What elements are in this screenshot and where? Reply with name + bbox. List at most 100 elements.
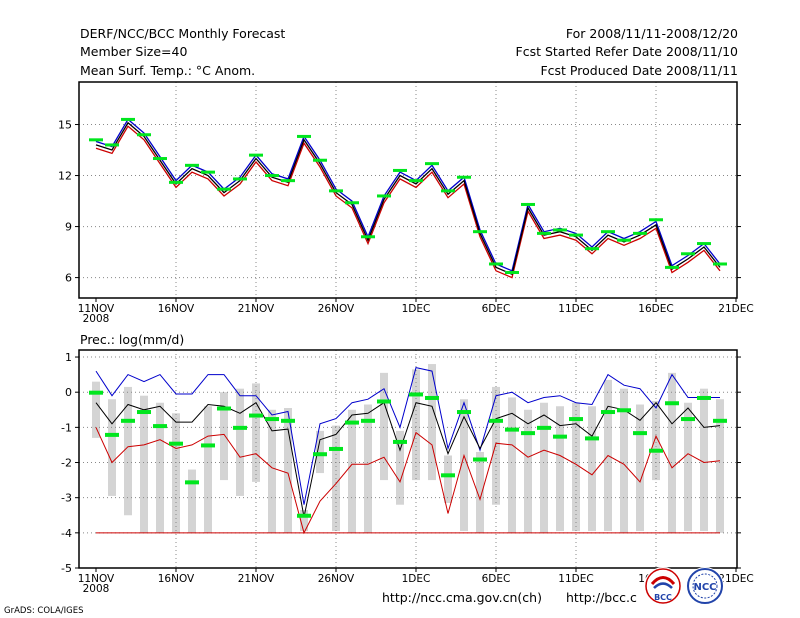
spread-bar [284,408,292,533]
ensemble-marker [505,270,519,274]
ensemble-marker [201,443,215,448]
ensemble-marker [345,420,359,425]
ensemble-marker [329,446,343,451]
spread-bar [524,409,532,533]
y-tick-label: 0 [65,386,72,399]
spread-bar [588,406,596,532]
ensemble-marker [649,218,663,222]
spread-bar [412,369,420,481]
ensemble-marker [89,390,103,395]
x-tick-label: 11DEC [558,573,593,585]
ensemble-marker [681,252,695,256]
ensemble-marker [569,417,583,422]
x-tick-label: 26NOV [318,573,355,585]
ensemble-marker [489,262,503,266]
member-size: Member Size=40 [80,44,188,59]
spread-bar [188,469,196,533]
ensemble-marker [345,201,359,205]
y-tick-label: 1 [65,351,72,364]
y-tick-label: -3 [61,492,72,505]
spread-bar [476,451,484,533]
spread-bar [428,364,436,481]
ensemble-marker [249,153,263,157]
x-tick-label: 6DEC [482,303,511,315]
ensemble-marker [217,406,231,411]
series-mean [95,401,721,518]
ensemble-marker [233,425,247,430]
temp-variable-label: Mean Surf. Temp.: °C Anom. [80,63,256,78]
ensemble-marker [665,401,679,406]
ensemble-marker [281,179,295,183]
spread-bar [380,372,388,481]
x-year-label: 2008 [83,313,110,325]
spread-bar [508,397,516,533]
ensemble-marker [121,418,135,423]
spread-bar [364,404,372,533]
ensemble-marker [489,418,503,423]
spread-bar [108,399,116,496]
temperature-panel: 6 9 12 15 11NOV 16NOV 21NOV 26NOV 1DEC 6DEC 11DEC 1… [58,81,754,325]
ensemble-marker [713,262,727,266]
ensemble-marker [361,235,375,239]
series-lower [95,427,721,535]
series-lower [95,125,721,279]
ensemble-marker [425,162,439,166]
x-tick-label: 11NOV [78,303,115,315]
ensemble-marker [297,134,311,138]
ensemble-marker [521,202,535,206]
grads-credit: GrADS: COLA/IGES [4,606,84,616]
ensemble-marker [441,189,455,193]
ensemble-marker [681,417,695,422]
spread-bar [700,388,708,532]
y-tick-label: 12 [58,170,72,183]
spread-bar [220,392,228,481]
ensemble-marker [505,427,519,432]
spread-bar [540,402,548,533]
spread-bar [444,455,452,503]
ensemble-marker [249,413,263,418]
ensemble-marker [233,177,247,181]
spread-bar [124,386,132,516]
plot-frame [78,349,738,569]
spread-bar [348,409,356,533]
spread-bar [268,409,276,533]
ensemble-marker [601,230,615,234]
ensemble-marker [137,410,151,415]
y-tick-label: 15 [58,119,72,132]
ensemble-marker [313,158,327,162]
spread-bar [316,430,324,474]
ncc-logo-text: NCC [693,582,716,593]
series-upper [95,118,721,272]
ensemble-marker [121,117,135,121]
spread-bar [556,406,564,532]
ensemble-marker [105,432,119,437]
ensemble-marker [633,231,647,235]
x-tick-label: 21NOV [238,303,275,315]
ensemble-marker [425,395,439,400]
ensemble-marker [329,189,343,193]
ensemble-marker [281,418,295,423]
ensemble-marker [377,194,391,198]
start-refer-date: Fcst Started Refer Date 2008/11/10 [515,44,739,59]
x-tick-label: 1DEC [402,303,431,315]
bcc-url-link[interactable]: http://bcc.c [566,590,637,605]
ensemble-marker [633,431,647,436]
x-year-label: 2008 [83,583,110,595]
ensemble-marker [457,410,471,415]
x-tick-label: 21DEC [718,573,753,585]
x-tick-label: 1DEC [402,573,431,585]
spread-bar [396,430,404,505]
ensemble-marker [521,431,535,436]
ncc-url-link[interactable]: http://ncc.cma.gov.cn(ch) [382,590,542,605]
x-tick-label: 6DEC [482,573,511,585]
ensemble-marker [569,233,583,237]
ensemble-marker [217,187,231,191]
ensemble-marker [393,168,407,172]
y-tick-label: -1 [61,421,72,434]
spread-bar [620,388,628,533]
ensemble-marker [473,230,487,234]
ensemble-marker [649,448,663,453]
x-tick-label: 16NOV [158,573,195,585]
ensemble-marker [601,410,615,415]
